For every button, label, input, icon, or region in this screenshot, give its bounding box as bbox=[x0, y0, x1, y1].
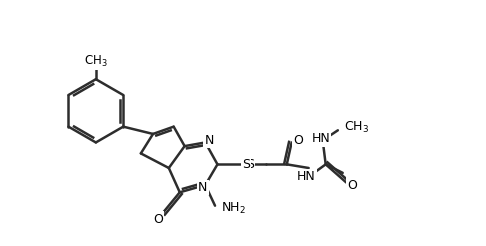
Text: S: S bbox=[246, 158, 254, 171]
Text: N: N bbox=[204, 134, 214, 147]
Text: HN: HN bbox=[297, 170, 315, 183]
Text: N: N bbox=[198, 181, 208, 194]
Text: NH$_2$: NH$_2$ bbox=[221, 200, 246, 216]
Text: S: S bbox=[242, 158, 250, 171]
Text: HN: HN bbox=[312, 132, 330, 145]
Text: CH$_3$: CH$_3$ bbox=[84, 53, 108, 69]
Text: O: O bbox=[347, 179, 357, 192]
Text: CH$_3$: CH$_3$ bbox=[344, 120, 369, 135]
Text: O: O bbox=[293, 134, 303, 147]
Text: O: O bbox=[153, 213, 163, 226]
